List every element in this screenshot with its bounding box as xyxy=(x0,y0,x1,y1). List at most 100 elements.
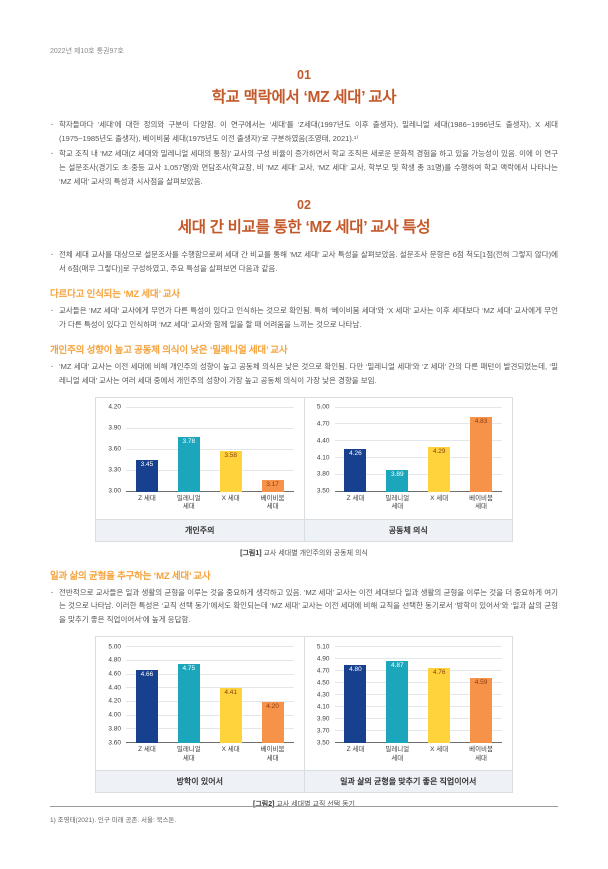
y-axis-tick-label: 4.10 xyxy=(316,702,330,710)
gridline xyxy=(126,687,294,689)
bar-value-label: 4.41 xyxy=(224,688,238,696)
bar: 4.80 xyxy=(344,665,367,744)
bar-value-label: 4.83 xyxy=(474,418,488,426)
bar-value-label: 3.45 xyxy=(140,461,154,469)
figure-caption-tag: [그림2] xyxy=(252,801,275,808)
section-number: 01 xyxy=(297,68,311,82)
y-axis-tick-label: 3.50 xyxy=(316,487,330,495)
x-axis: Z 세대 밀레니얼 세대 X 세대 베이비붐 세대 xyxy=(126,492,294,519)
body-bullet: 학자들마다 ‘세대’에 대한 정의와 구분이 다양함. 이 연구에서는 ‘세대’… xyxy=(50,118,558,146)
bar-value-label: 4.76 xyxy=(432,668,446,676)
x-axis-category-label: 베이비붐 세대 xyxy=(469,746,494,762)
figure-caption-tag: [그림1] xyxy=(240,549,262,557)
bar: 4.26 xyxy=(344,449,367,492)
x-axis-category-label: 밀레니얼 세대 xyxy=(385,494,410,511)
bar-slot: 4.75 xyxy=(168,647,210,744)
plot-area: 4.66 4.75 4.41 4.20 xyxy=(126,646,294,744)
chart-panel-community-spirit: 3.50 3.80 4.10 4.40 4.70 5.00 4.26 3.89 4.29 4.83… xyxy=(303,397,513,541)
x-axis-baseline xyxy=(334,490,502,492)
subsection-work-life-balance: 일과 삶의 균형을 추구하는 ‘MZ 세대’ 교사 전반적으로 교사들은 일과 … xyxy=(50,568,558,628)
bar-slot: 4.29 xyxy=(418,408,460,492)
y-axis-tick-label: 3.80 xyxy=(316,470,330,478)
gridline xyxy=(334,646,502,648)
gridline xyxy=(126,427,294,429)
chart-title-bar: 공동체 의식 xyxy=(304,518,512,541)
gridline xyxy=(334,670,502,672)
y-axis-tick-label: 4.40 xyxy=(316,436,330,444)
bar-value-label: 3.89 xyxy=(390,470,404,478)
bar: 4.66 xyxy=(135,670,158,744)
gridline xyxy=(126,673,294,675)
bar: 3.58 xyxy=(219,451,242,492)
bar-slot: 3.89 xyxy=(376,408,418,492)
gridline xyxy=(126,728,294,730)
body-bullet: ‘MZ 세대’ 교사는 이전 세대에 비해 개인주의 성향이 높고 공동체 의식… xyxy=(50,360,558,388)
y-axis-tick-label: 5.00 xyxy=(316,403,330,411)
y-axis: 3.60 3.80 4.00 4.20 4.40 4.60 4.80 5.00 xyxy=(102,642,126,745)
x-axis-category-label: 베이비붐 세대 xyxy=(469,494,494,511)
bar-slot: 4.66 xyxy=(126,647,168,744)
bar: 4.41 xyxy=(219,687,242,744)
subsection-heading: 개인주의 성향이 높고 공동체 의식이 낮은 ‘밀레니얼 세대’ 교사 xyxy=(50,344,288,356)
y-axis-tick-label: 4.90 xyxy=(316,654,330,662)
x-axis-baseline xyxy=(334,742,502,744)
x-axis-category-label: 밀레니얼 세대 xyxy=(176,746,201,762)
chart-panel-balance-motive: 3.50 3.70 3.90 4.10 4.30 4.50 4.70 4.90 5.10 4.80… xyxy=(303,637,512,792)
body-bullet: 전반적으로 교사들은 일과 생활의 균형을 이루는 것을 중요하게 생각하고 있… xyxy=(50,586,558,628)
x-axis-category-label: X 세대 xyxy=(430,746,449,754)
y-axis-tick-label: 4.50 xyxy=(316,678,330,686)
y-axis-tick-label: 3.30 xyxy=(108,466,121,474)
footnote-block: 1) 조영태(2021). 인구 미래 공존. 서울: 북스톤. xyxy=(50,806,558,824)
y-axis-tick-label: 4.40 xyxy=(108,684,121,692)
plot-area: 3.45 3.78 3.58 3.17 xyxy=(126,406,294,492)
x-axis-category-label: 베이비붐 세대 xyxy=(260,746,285,762)
bar-value-label: 4.59 xyxy=(474,678,488,686)
bar: 3.17 xyxy=(261,479,284,492)
gridline xyxy=(126,469,294,471)
bar-slot: 4.59 xyxy=(460,647,502,744)
x-axis-category-label: Z 세대 xyxy=(138,494,156,502)
gridline xyxy=(334,457,502,459)
x-axis-category-label: X 세대 xyxy=(430,494,449,502)
bar-value-label: 4.20 xyxy=(266,702,279,710)
x-axis-category-label: Z 세대 xyxy=(138,746,156,754)
page-content: 2022년 제10호 통권97호 01 학교 맥락에서 ‘MZ 세대’ 교사 학… xyxy=(0,0,608,809)
bar-value-label: 4.26 xyxy=(349,450,362,458)
x-axis-category-label: Z 세대 xyxy=(346,746,365,754)
y-axis-tick-label: 5.00 xyxy=(108,642,121,650)
y-axis-tick-label: 3.90 xyxy=(108,424,121,432)
bars-group: 4.80 4.87 4.76 4.59 xyxy=(335,647,503,744)
bars-group: 3.45 3.78 3.58 3.17 xyxy=(126,408,294,492)
gridline xyxy=(334,694,502,696)
y-axis-tick-label: 4.20 xyxy=(108,403,121,411)
bar-slot: 3.78 xyxy=(168,408,210,492)
y-axis-tick-label: 4.70 xyxy=(316,666,330,674)
gridline xyxy=(334,730,502,732)
x-axis-category-label: X 세대 xyxy=(221,494,240,502)
bar-value-label: 4.66 xyxy=(140,671,154,679)
gridline xyxy=(334,682,502,684)
gridline xyxy=(334,706,502,708)
chart-title-bar: 방학이 있어서 xyxy=(96,770,304,792)
bar-value-label: 4.87 xyxy=(390,661,404,669)
gridline xyxy=(334,658,502,660)
x-axis-category-label: 베이비붐 세대 xyxy=(260,494,285,511)
bar-slot: 4.83 xyxy=(460,408,502,492)
bar: 4.76 xyxy=(428,667,451,744)
bar-value-label: 4.29 xyxy=(432,448,446,456)
y-axis-tick-label: 4.00 xyxy=(108,711,121,719)
bar-slot: 4.41 xyxy=(210,647,252,744)
figure-box: 3.60 3.80 4.00 4.20 4.40 4.60 4.80 5.00 4.66 4.75… xyxy=(95,636,513,793)
chart-community-spirit: 3.50 3.80 4.10 4.40 4.70 5.00 4.26 3.89 4.29 4.83… xyxy=(305,398,513,519)
bar-value-label: 3.78 xyxy=(182,438,196,446)
section-01: 01 학교 맥락에서 ‘MZ 세대’ 교사 학자들마다 ‘세대’에 대한 정의와… xyxy=(50,68,558,188)
y-axis-tick-label: 4.30 xyxy=(316,690,330,698)
body-bullet: 교사들은 ‘MZ 세대’ 교사에게 무언가 다른 특성이 있다고 인식하는 것으… xyxy=(50,304,558,332)
x-axis-category-label: 밀레니얼 세대 xyxy=(385,746,410,762)
gridline xyxy=(126,448,294,450)
chart-panel-vacation-motive: 3.60 3.80 4.00 4.20 4.40 4.60 4.80 5.00 4.66 4.75… xyxy=(96,637,304,792)
section-title: 학교 맥락에서 ‘MZ 세대’ 교사 xyxy=(211,89,397,106)
bar: 3.45 xyxy=(135,460,158,492)
y-axis-tick-label: 3.60 xyxy=(108,445,121,453)
y-axis-tick-label: 3.50 xyxy=(316,738,330,746)
